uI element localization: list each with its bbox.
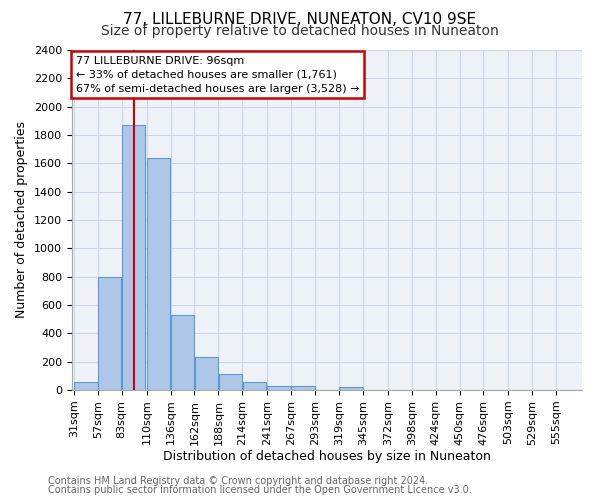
Text: Contains public sector information licensed under the Open Government Licence v3: Contains public sector information licen… — [48, 485, 472, 495]
Bar — [268, 386, 291, 390]
Text: 77, LILLEBURNE DRIVE, NUNEATON, CV10 9SE: 77, LILLEBURNE DRIVE, NUNEATON, CV10 9SE — [124, 12, 476, 28]
Bar — [194, 356, 218, 390]
Bar — [242, 382, 266, 390]
Bar — [147, 158, 170, 390]
X-axis label: Distribution of detached houses by size in Nuneaton: Distribution of detached houses by size … — [163, 450, 491, 464]
Bar — [218, 374, 242, 390]
Text: Size of property relative to detached houses in Nuneaton: Size of property relative to detached ho… — [101, 24, 499, 38]
Bar — [98, 276, 121, 390]
Bar — [122, 125, 145, 390]
Bar — [292, 386, 315, 390]
Bar — [339, 387, 362, 390]
Text: Contains HM Land Registry data © Crown copyright and database right 2024.: Contains HM Land Registry data © Crown c… — [48, 476, 428, 486]
Bar — [171, 315, 194, 390]
Bar — [74, 382, 98, 390]
Text: 77 LILLEBURNE DRIVE: 96sqm
← 33% of detached houses are smaller (1,761)
67% of s: 77 LILLEBURNE DRIVE: 96sqm ← 33% of deta… — [76, 56, 359, 94]
Y-axis label: Number of detached properties: Number of detached properties — [16, 122, 28, 318]
